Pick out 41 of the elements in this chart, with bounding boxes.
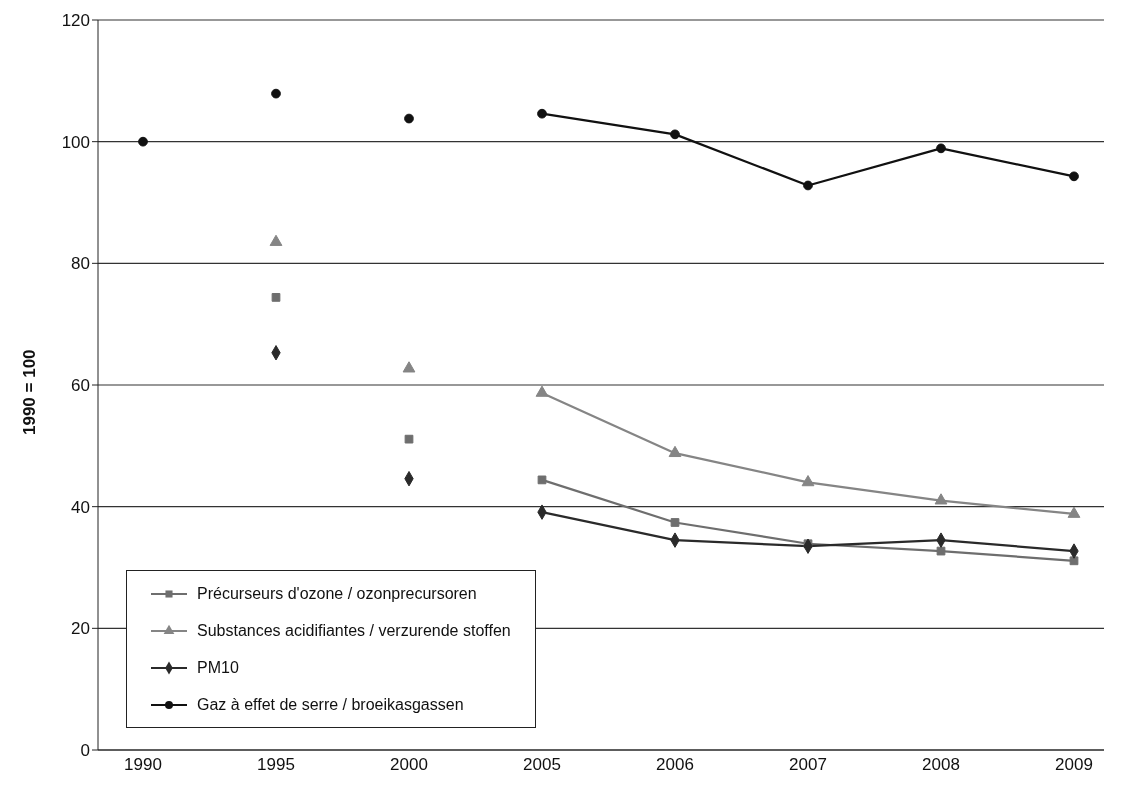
y-tick-label: 100 [61, 132, 90, 152]
point [1069, 171, 1079, 182]
point [1067, 506, 1081, 518]
point [537, 108, 547, 119]
point [271, 293, 281, 302]
legend-label: Substances acidifiantes / verzurende stoffen [197, 621, 511, 640]
x-tick-label: 2000 [390, 755, 428, 775]
point [537, 475, 547, 485]
y-tick-label: 40 [71, 497, 90, 517]
legend-label: Gaz à effet de serre / broeikasgassen [197, 695, 464, 714]
point [535, 385, 549, 397]
y-tick-label: 20 [71, 619, 90, 639]
point [801, 475, 815, 487]
point [404, 113, 414, 124]
y-tick-label: 0 [80, 741, 90, 761]
x-tick-label: 2009 [1055, 755, 1093, 775]
point [936, 143, 946, 154]
point [668, 445, 682, 458]
point [670, 518, 680, 527]
x-tick-label: 1995 [257, 755, 295, 775]
point [269, 234, 283, 246]
point [402, 361, 416, 373]
point [803, 180, 813, 191]
y-tick-label: 60 [71, 376, 90, 396]
point [404, 434, 414, 444]
x-tick-label: 2005 [523, 755, 561, 775]
legend-label: PM10 [197, 658, 239, 677]
point [138, 136, 148, 147]
point [1069, 556, 1079, 566]
x-tick-label: 1990 [124, 755, 162, 775]
legend-label: Précurseurs d'ozone / ozonprecursoren [197, 584, 477, 603]
point [670, 129, 680, 140]
y-tick-label: 120 [61, 11, 90, 31]
point [271, 88, 281, 99]
x-tick-label: 2007 [789, 755, 827, 775]
y-tick-label: 80 [71, 254, 90, 274]
x-tick-label: 2006 [656, 755, 694, 775]
y-axis-title: 1990 = 100 [20, 349, 40, 435]
point [934, 493, 948, 505]
point [936, 546, 946, 556]
x-tick-label: 2008 [922, 755, 960, 775]
